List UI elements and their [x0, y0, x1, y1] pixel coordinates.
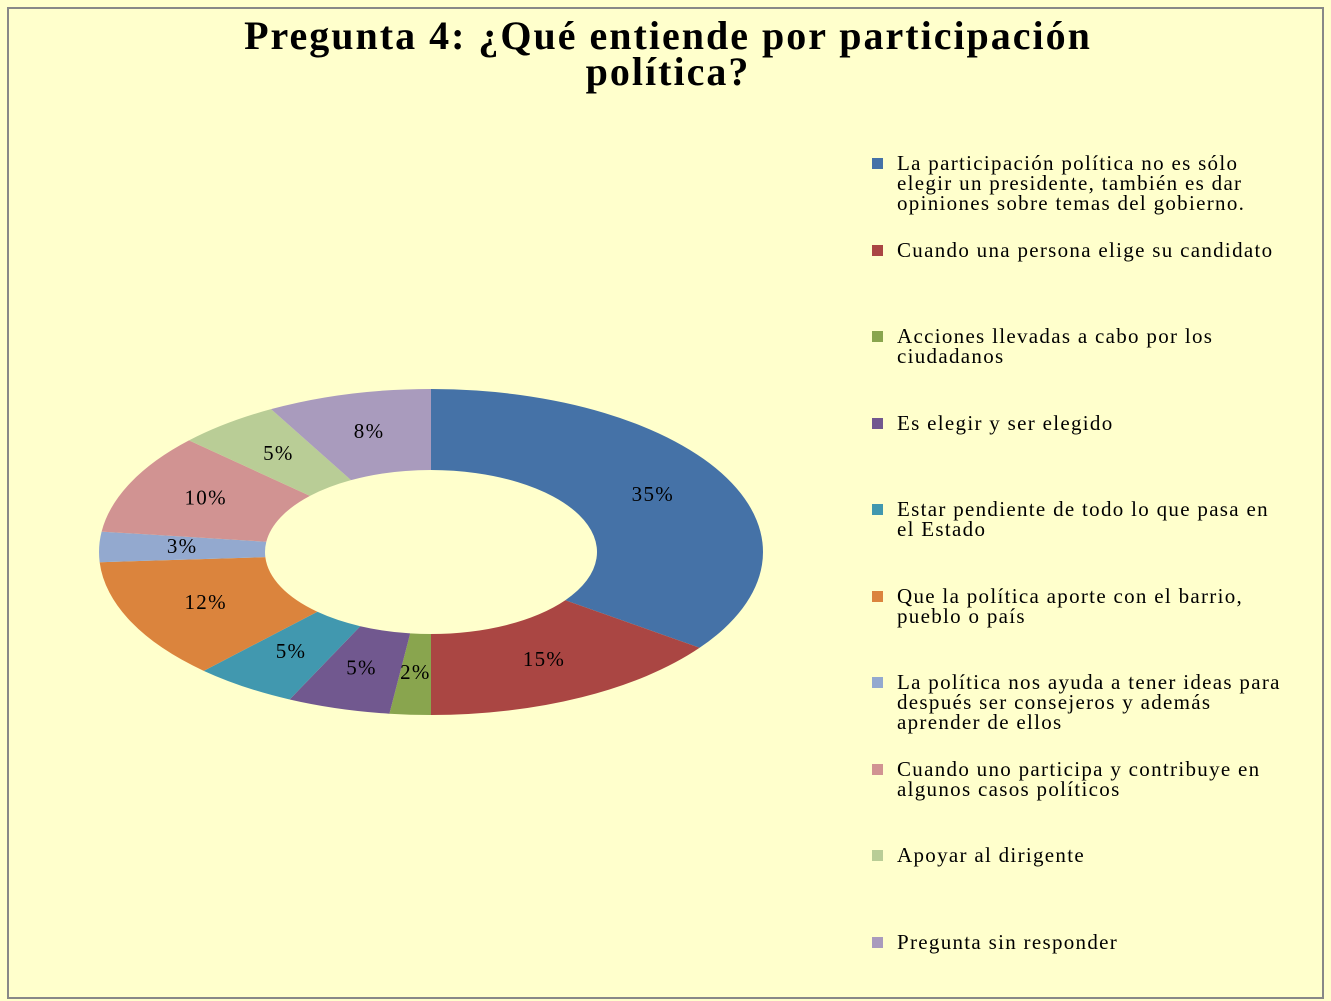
- legend-entry: Apoyar al dirigente: [872, 843, 1292, 867]
- legend-label: La participación política no es sólo ele…: [897, 151, 1246, 215]
- legend-label: Apoyar al dirigente: [897, 843, 1085, 867]
- data-label: 2%: [400, 660, 431, 684]
- donut-slice: [289, 626, 411, 714]
- legend-entry: Pregunta sin responder: [872, 929, 1292, 954]
- data-label: 35%: [632, 482, 674, 506]
- data-label: 12%: [184, 590, 226, 614]
- legend-entry: Que la política aporte con el barrio, pu…: [872, 583, 1292, 628]
- data-label: 5%: [346, 655, 377, 679]
- donut-slice: [98, 531, 267, 563]
- legend-swatch: [872, 763, 883, 775]
- legend-entry: La participación política no es sólo ele…: [872, 151, 1292, 215]
- data-label: 5%: [276, 639, 307, 663]
- donut-slice: [188, 409, 352, 496]
- legend-swatch: [872, 590, 883, 602]
- donut-slice: [99, 557, 318, 671]
- legend-swatch: [872, 504, 883, 515]
- legend-label: Pregunta sin responder: [897, 929, 1119, 954]
- donut-slice: [203, 611, 361, 700]
- legend-swatch: [872, 936, 883, 948]
- legend-entry: La política nos ayuda a tener ideas para…: [872, 670, 1292, 734]
- legend-swatch: [872, 158, 883, 169]
- legend-label: La política nos ayuda a tener ideas para…: [897, 670, 1281, 734]
- legend-label: Que la política aporte con el barrio, pu…: [897, 583, 1244, 628]
- legend-swatch: [872, 417, 883, 429]
- data-label: 8%: [354, 419, 385, 443]
- legend-entry: Cuando una persona elige su candidato: [872, 237, 1292, 262]
- chart-title: Pregunta 4: ¿Qué entiende por participac…: [244, 13, 1092, 94]
- donut-slice: [431, 600, 700, 715]
- data-label: 15%: [523, 647, 565, 671]
- legend-entry: Acciones llevadas a cabo por los ciudada…: [872, 324, 1292, 368]
- legend-swatch: [872, 677, 883, 688]
- chart-title-box: Pregunta 4: ¿Qué entiende por participac…: [0, 13, 1331, 94]
- legend-label: Cuando una persona elige su candidato: [897, 237, 1274, 262]
- legend-swatch: [872, 850, 883, 861]
- legend-swatch: [872, 244, 883, 256]
- legend-entry: Estar pendiente de todo lo que pasa en e…: [872, 497, 1292, 541]
- legend-label: Cuando uno participa y contribuye en alg…: [897, 756, 1261, 801]
- donut-slice: [271, 389, 431, 481]
- data-label: 5%: [263, 441, 294, 465]
- legend-entry: Cuando uno participa y contribuye en alg…: [872, 756, 1292, 801]
- donut-slice: [389, 633, 431, 715]
- donut-slice: [431, 389, 764, 648]
- legend-entry: Es elegir y ser elegido: [872, 410, 1292, 435]
- legend-label: Estar pendiente de todo lo que pasa en e…: [897, 497, 1269, 541]
- data-label: 10%: [184, 486, 226, 510]
- legend-label: Acciones llevadas a cabo por los ciudada…: [897, 324, 1214, 368]
- donut-slice: [101, 440, 310, 542]
- legend-label: Es elegir y ser elegido: [897, 410, 1114, 435]
- legend-swatch: [872, 331, 883, 342]
- data-label: 3%: [167, 534, 198, 558]
